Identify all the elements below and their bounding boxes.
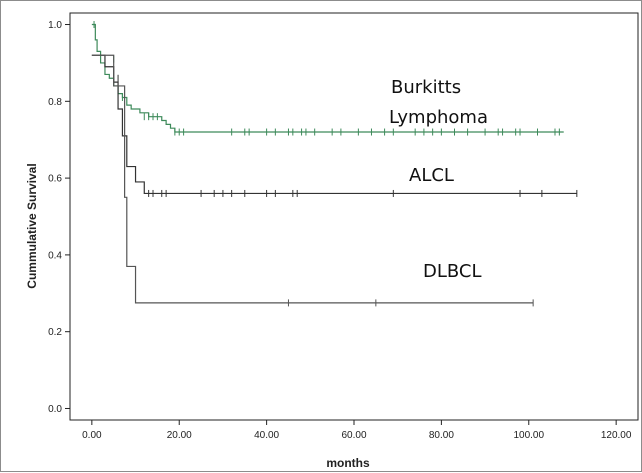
x-tick-label: 80.00 xyxy=(429,430,454,441)
x-tick-label: 20.00 xyxy=(167,430,192,441)
x-axis-title: months xyxy=(326,456,370,470)
x-tick-label: 60.00 xyxy=(341,430,366,441)
y-tick-label: 0.8 xyxy=(48,97,62,108)
y-tick-label: 0.0 xyxy=(48,404,62,415)
y-axis-title: Cummulative Survival xyxy=(25,163,39,288)
series-line-2 xyxy=(91,54,534,304)
series-label-dlbcl: DLBCL xyxy=(423,261,482,282)
series-line-1 xyxy=(91,54,577,195)
series-label-burkitts-line1: Burkitts Lymphoma xyxy=(389,77,488,128)
x-tick-label: 100.00 xyxy=(513,430,544,441)
x-tick-label: 120.00 xyxy=(601,430,632,441)
y-tick-label: 0.2 xyxy=(48,327,62,338)
y-tick-label: 0.6 xyxy=(48,174,62,185)
x-tick-label: 40.00 xyxy=(254,430,279,441)
y-tick-label: 0.4 xyxy=(48,250,62,261)
x-tick-label: 0.00 xyxy=(82,430,102,441)
plot-area-border xyxy=(69,12,639,421)
series-line-0 xyxy=(91,23,564,133)
y-tick-label: 1.0 xyxy=(48,20,62,31)
series-label-alcl: ALCL xyxy=(409,165,454,186)
